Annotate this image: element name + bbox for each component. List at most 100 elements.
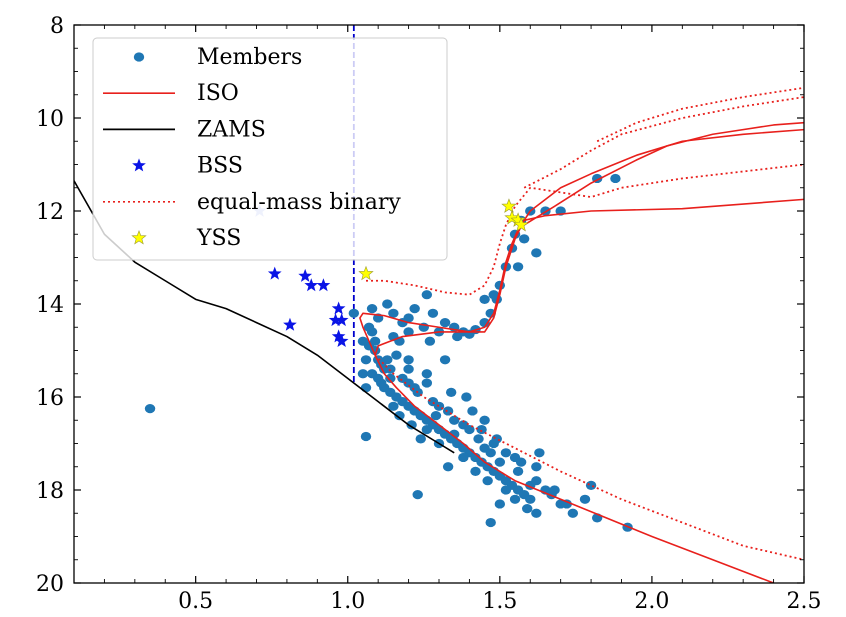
x-tick-label-4: 2.5 <box>787 589 822 614</box>
y-tick-label-2: 12 <box>36 200 64 225</box>
iso-line-1 <box>359 128 804 356</box>
legend-label-bss: BSS <box>197 154 243 179</box>
members-point-121 <box>421 424 433 435</box>
yss-star-4 <box>358 265 374 281</box>
legend-label-iso: ISO <box>197 81 239 106</box>
members-point-1 <box>360 431 372 442</box>
x-tick-label-2: 1.5 <box>482 589 517 614</box>
equal-mass-binary-line-2 <box>596 86 804 143</box>
members-point-95 <box>567 508 579 518</box>
members-point-3 <box>366 304 378 314</box>
members-point-129 <box>363 322 375 332</box>
members-point-118 <box>509 494 521 504</box>
yss-star-0 <box>501 198 517 213</box>
members-point-101 <box>485 517 496 528</box>
equal-mass-binary-line-0 <box>366 163 804 296</box>
bss-star-0 <box>267 266 282 280</box>
members-point-108 <box>491 434 502 444</box>
members-point-26 <box>610 173 621 184</box>
members-point-75 <box>473 434 484 444</box>
members-point-71 <box>525 494 536 504</box>
members-point-132 <box>357 369 369 379</box>
bss-star-3 <box>316 278 331 292</box>
members-point-2 <box>348 308 360 318</box>
members-point-87 <box>449 415 460 425</box>
zams-line-0 <box>74 180 455 454</box>
members-point-140 <box>388 401 399 411</box>
legend-label-zams: ZAMS <box>197 117 266 142</box>
members-point-103 <box>442 462 454 472</box>
iso-line-2 <box>523 121 804 226</box>
members-point-116 <box>500 485 512 495</box>
members-point-144 <box>430 411 442 421</box>
members-point-142 <box>406 420 417 430</box>
legend-label-yss: YSS <box>196 226 241 251</box>
members-point-27 <box>512 262 524 272</box>
members-point-77 <box>442 406 454 416</box>
members-point-28 <box>518 234 530 244</box>
y-tick-label-6: 20 <box>36 572 64 597</box>
members-point-117 <box>531 508 542 518</box>
bss-star-2 <box>304 278 319 292</box>
members-point-104 <box>494 499 506 509</box>
legend-label-equal-mass-binary: equal-mass binary <box>197 190 401 215</box>
bss-star-7 <box>334 313 349 327</box>
members-point-105 <box>522 504 533 514</box>
members-point-6 <box>388 308 399 318</box>
members-point-109 <box>500 448 512 458</box>
members-point-10 <box>439 318 451 328</box>
y-tick-label-0: 8 <box>50 14 64 39</box>
x-tick-label-1: 1.0 <box>330 589 365 614</box>
members-point-15 <box>485 308 496 318</box>
members-point-123 <box>445 387 457 397</box>
plot-area <box>74 25 804 583</box>
members-point-115 <box>482 476 493 486</box>
bss-star-8 <box>331 329 346 343</box>
bss-star-4 <box>283 317 297 331</box>
members-point-82 <box>403 355 414 365</box>
y-tick-label-4: 16 <box>36 386 64 411</box>
members-point-0 <box>144 404 156 414</box>
members-point-135 <box>403 364 414 374</box>
members-point-90 <box>494 457 506 467</box>
members-point-36 <box>403 327 414 337</box>
members-point-126 <box>385 373 396 383</box>
members-point-106 <box>479 415 490 425</box>
legend: Members ISO ZAMS BSS equal-mass binary YSS <box>92 37 448 261</box>
x-tick-label-3: 2.0 <box>634 589 669 614</box>
legend-marker-yss <box>131 229 147 245</box>
members-point-137 <box>376 378 387 388</box>
members-point-133 <box>360 383 372 393</box>
members-point-102 <box>412 490 423 500</box>
bss-star-1 <box>298 268 313 282</box>
members-point-146 <box>485 448 496 458</box>
bss-star-9 <box>334 334 349 348</box>
members-point-114 <box>470 466 481 476</box>
members-point-81 <box>385 364 396 374</box>
equal-mass-binary-line-1 <box>523 96 804 189</box>
members-point-119 <box>449 429 460 439</box>
members-point-8 <box>409 304 420 314</box>
members-point-113 <box>458 452 469 463</box>
x-tick-label-0: 0.5 <box>178 589 213 614</box>
legend-marker-bss <box>132 158 146 172</box>
members-point-100 <box>534 448 545 458</box>
members-point-107 <box>467 406 478 416</box>
members-point-33 <box>452 331 463 342</box>
y-tick-label-1: 10 <box>36 107 64 132</box>
members-point-139 <box>439 355 451 365</box>
members-point-88 <box>464 424 475 435</box>
members-point-91 <box>512 466 524 476</box>
bss-star-6 <box>328 313 343 327</box>
members-point-38 <box>421 290 433 300</box>
members-point-131 <box>360 355 372 365</box>
members-point-128 <box>369 336 381 346</box>
members-point-14 <box>479 318 490 328</box>
equal-mass-binary-line-3 <box>374 354 804 561</box>
members-point-110 <box>515 457 527 467</box>
members-point-112 <box>561 499 572 509</box>
members-point-31 <box>479 294 490 304</box>
legend-label-members: Members <box>197 45 302 70</box>
members-point-29 <box>531 248 542 258</box>
y-tick-label-5: 18 <box>36 479 64 504</box>
